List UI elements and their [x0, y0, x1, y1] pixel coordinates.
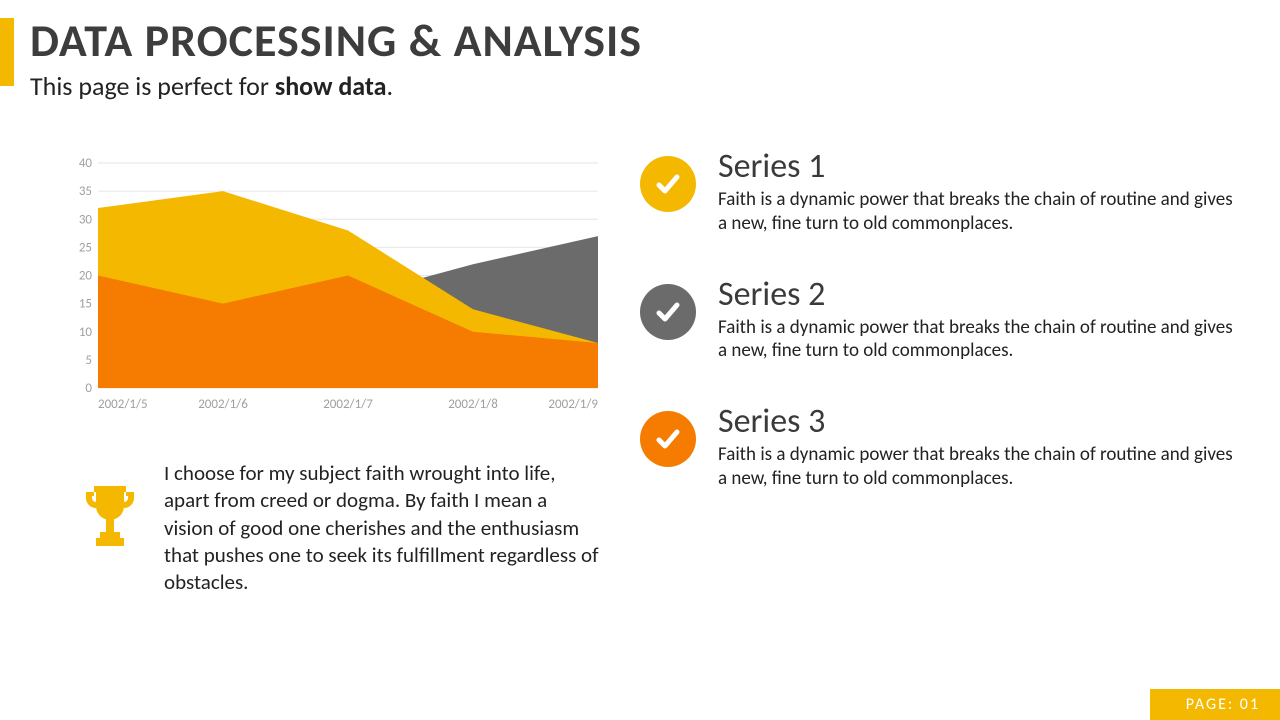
svg-text:10: 10 — [79, 325, 93, 340]
svg-text:2002/1/6: 2002/1/6 — [198, 397, 248, 412]
svg-text:2002/1/9: 2002/1/9 — [548, 397, 598, 412]
subtitle-suffix: . — [386, 70, 393, 102]
page-footer: PAGE: 01 — [1150, 689, 1280, 720]
quote-block: I choose for my subject faith wrought in… — [80, 460, 600, 596]
series-list: Series 1 Faith is a dynamic power that b… — [640, 150, 1240, 533]
series-item-3: Series 3 Faith is a dynamic power that b… — [640, 405, 1240, 491]
svg-text:40: 40 — [79, 156, 93, 171]
subtitle-bold: show data — [275, 70, 387, 102]
svg-text:20: 20 — [79, 269, 93, 284]
quote-text: I choose for my subject faith wrought in… — [164, 460, 600, 596]
check-icon — [640, 411, 696, 467]
svg-text:30: 30 — [79, 212, 93, 227]
svg-text:5: 5 — [85, 353, 92, 368]
svg-text:2002/1/7: 2002/1/7 — [323, 397, 373, 412]
subtitle-prefix: This page is perfect for — [30, 70, 275, 102]
series-title: Series 1 — [718, 150, 1240, 184]
svg-text:35: 35 — [79, 184, 92, 199]
series-title: Series 3 — [718, 405, 1240, 439]
svg-text:2002/1/5: 2002/1/5 — [98, 397, 148, 412]
check-icon — [640, 156, 696, 212]
svg-text:15: 15 — [79, 297, 92, 312]
series-item-2: Series 2 Faith is a dynamic power that b… — [640, 278, 1240, 364]
check-icon — [640, 284, 696, 340]
accent-bar — [0, 18, 14, 86]
series-item-1: Series 1 Faith is a dynamic power that b… — [640, 150, 1240, 236]
svg-text:25: 25 — [79, 240, 92, 255]
page-title: DATA PROCESSING & ANALYSIS — [30, 18, 642, 64]
page-subtitle: This page is perfect for show data. — [30, 70, 642, 102]
series-desc: Faith is a dynamic power that breaks the… — [718, 188, 1240, 236]
trophy-icon — [80, 480, 140, 596]
series-desc: Faith is a dynamic power that breaks the… — [718, 443, 1240, 491]
area-chart: 0 5 10 15 20 25 30 35 40 2002/1/5 2002/1/6 2002/1/7… — [60, 155, 605, 425]
series-desc: Faith is a dynamic power that breaks the… — [718, 316, 1240, 364]
svg-text:2002/1/8: 2002/1/8 — [448, 397, 498, 412]
svg-text:0: 0 — [85, 381, 92, 396]
header: DATA PROCESSING & ANALYSIS This page is … — [30, 18, 642, 102]
series-title: Series 2 — [718, 278, 1240, 312]
